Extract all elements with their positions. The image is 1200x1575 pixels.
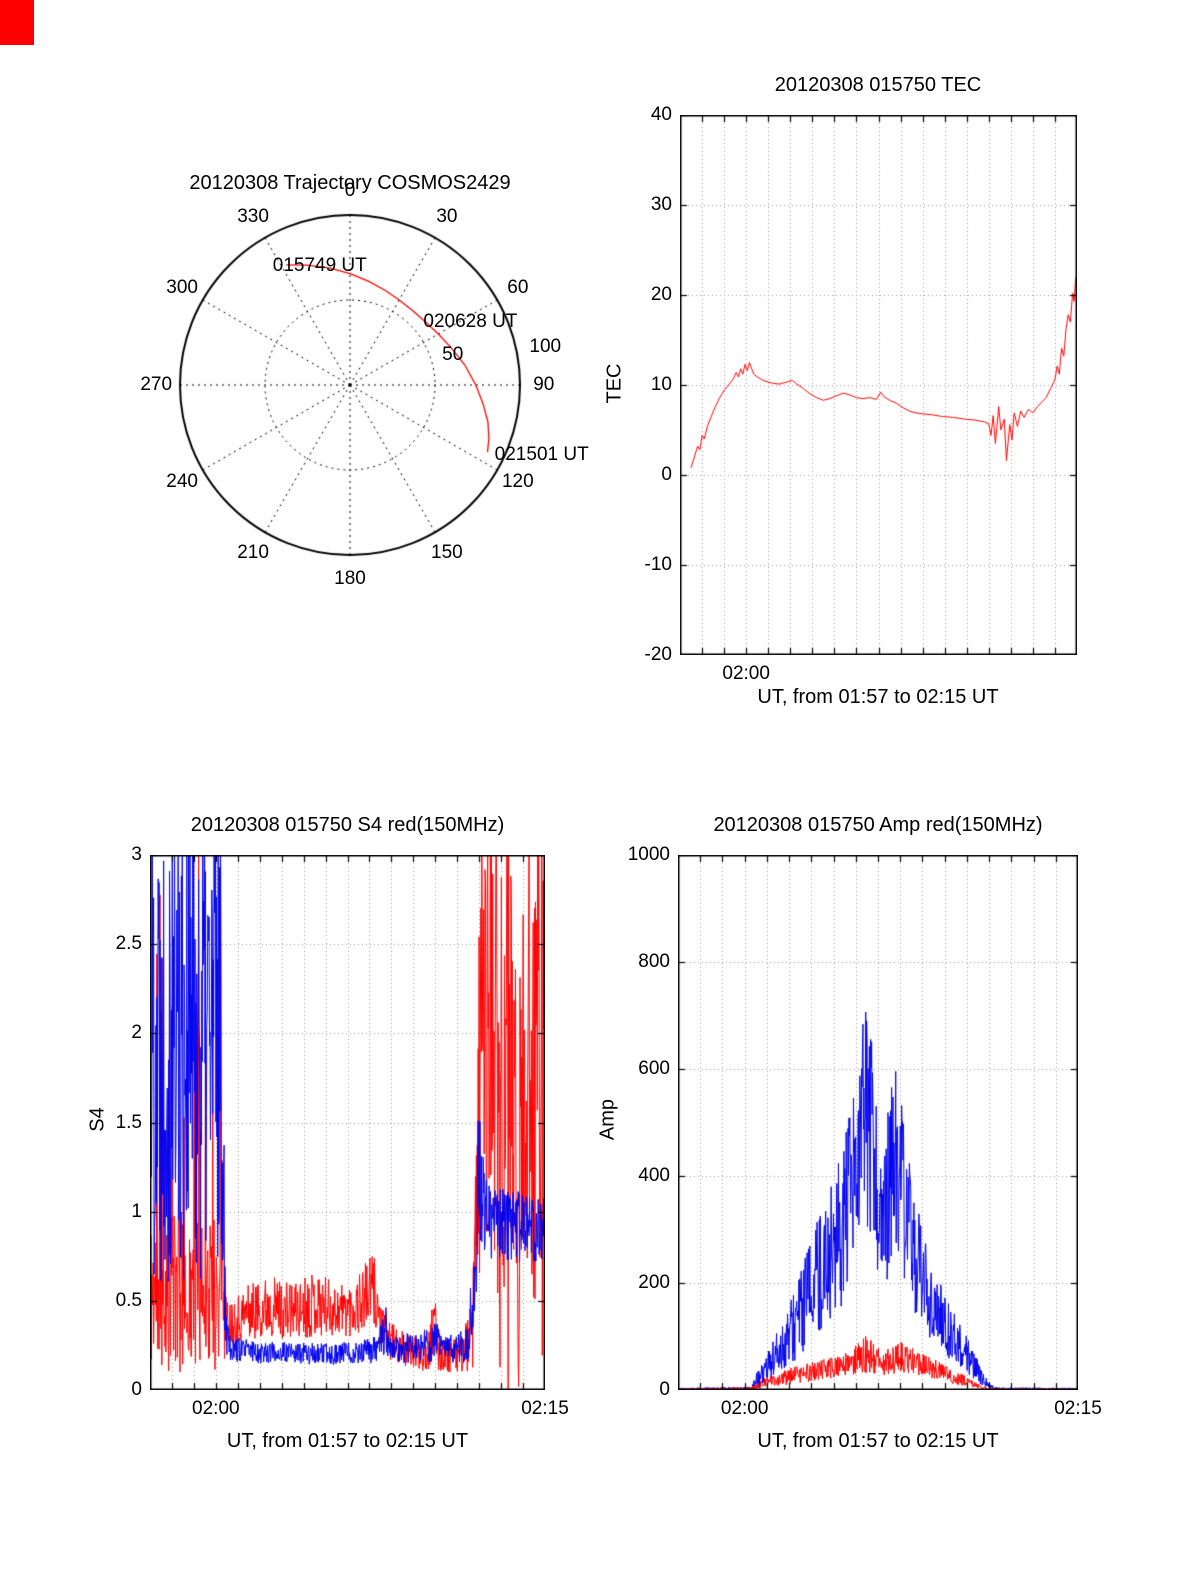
x-tick-label: 02:00 (722, 663, 770, 684)
azimuth-label: 330 (237, 206, 269, 228)
y-tick-label: 10 (650, 374, 672, 395)
azimuth-label: 120 (501, 470, 534, 492)
tec-plot (680, 115, 1077, 655)
y-tick-label: 400 (638, 1165, 670, 1186)
tec-title: 20120308 015750 TEC (774, 74, 982, 96)
trajectory-time-annotation: 021501 UT (494, 443, 589, 465)
y-tick-label: 1000 (627, 844, 670, 865)
amp-x-axis-label: UT, from 01:57 to 02:15 UT (757, 1430, 999, 1452)
y-tick-label: 0 (659, 1379, 670, 1400)
azimuth-label: 180 (334, 567, 366, 589)
y-tick-label: 0 (131, 1379, 142, 1400)
y-tick-label: 1.5 (115, 1111, 142, 1133)
y-tick-label: 2.5 (115, 933, 142, 955)
azimuth-label: 240 (166, 470, 198, 492)
elevation-ring-label: 50 (442, 343, 464, 365)
azimuth-label: 270 (140, 374, 173, 395)
y-tick-label: 3 (131, 844, 142, 865)
x-tick-label: 02:15 (1054, 1398, 1102, 1419)
y-tick-label: 0.5 (115, 1289, 142, 1311)
x-tick-label: 02:00 (720, 1398, 769, 1419)
elevation-ring-label: 100 (529, 336, 562, 358)
y-tick-label: -10 (644, 554, 672, 575)
corner-red-mark (0, 0, 34, 45)
y-tick-label: 1 (131, 1200, 142, 1222)
y-tick-label: 0 (661, 464, 672, 485)
y-tick-label: 30 (650, 194, 672, 215)
trajectory-polar-plot (140, 175, 560, 595)
azimuth-label: 210 (237, 541, 269, 563)
amp-title: 20120308 015750 Amp red(150MHz) (713, 814, 1043, 836)
y-tick-label: 2 (131, 1022, 142, 1044)
y-tick-label: 200 (638, 1272, 670, 1293)
y-tick-label: 20 (650, 284, 672, 305)
azimuth-label: 30 (436, 206, 458, 228)
amp-plot (678, 855, 1078, 1390)
x-tick-label: 02:15 (521, 1398, 569, 1419)
s4-plot (150, 855, 545, 1390)
trajectory-time-annotation: 015749 UT (272, 255, 367, 277)
azimuth-label: 0 (344, 180, 356, 202)
y-tick-label: -20 (644, 644, 672, 665)
azimuth-label: 90 (533, 374, 555, 395)
trajectory-time-annotation: 020628 UT (423, 310, 518, 332)
y-tick-label: 800 (638, 951, 670, 972)
tec-x-axis-label: UT, from 01:57 to 02:15 UT (757, 686, 999, 708)
amp-y-axis-label: Amp (596, 1098, 619, 1141)
azimuth-label: 150 (431, 541, 463, 563)
s4-title: 20120308 015750 S4 red(150MHz) (190, 814, 505, 836)
x-tick-label: 02:00 (192, 1398, 240, 1419)
s4-x-axis-label: UT, from 01:57 to 02:15 UT (226, 1430, 469, 1452)
azimuth-label: 60 (507, 277, 529, 299)
azimuth-label: 300 (166, 277, 198, 299)
y-tick-label: 40 (650, 104, 672, 125)
y-tick-label: 600 (638, 1058, 670, 1079)
